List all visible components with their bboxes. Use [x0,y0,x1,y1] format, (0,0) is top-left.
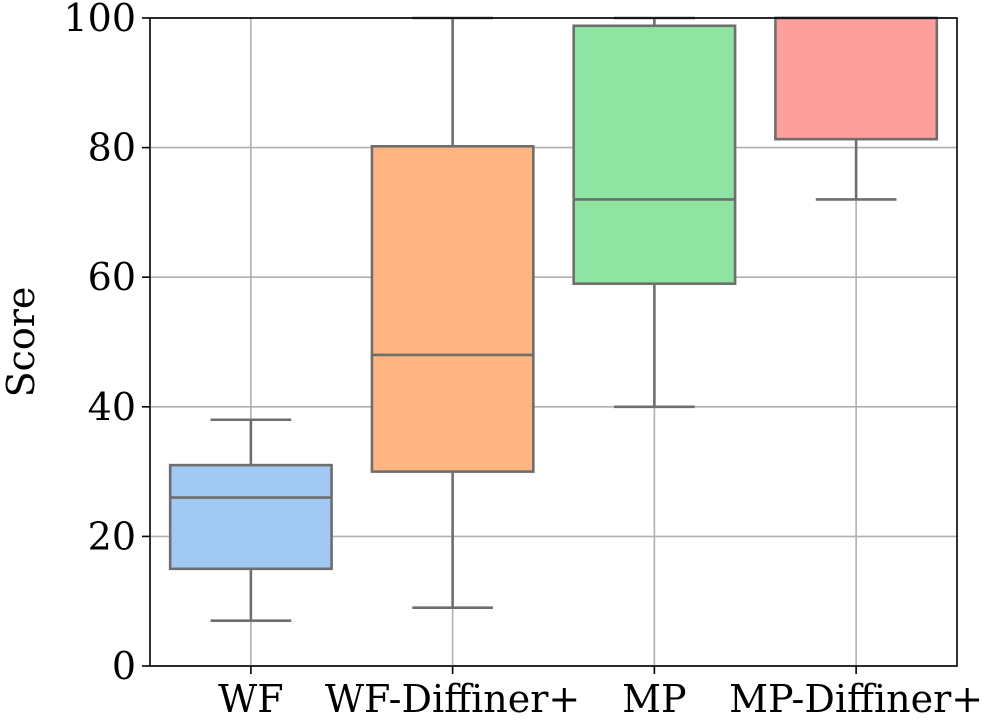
y-tick-label: 60 [88,255,136,299]
x-tick-label: WF-Diffiner+ [325,677,580,721]
y-tick-label: 80 [88,126,136,170]
box-group-wf [168,418,333,622]
x-tick-label: MP-Diffiner+ [729,677,983,721]
box-body [572,24,737,285]
y-tick-label: 40 [88,385,136,429]
box-body [774,16,939,141]
y-tick-label: 100 [63,0,136,40]
plot-frame [149,17,958,667]
y-tick-label: 20 [88,514,136,558]
box-body [370,145,535,473]
box-group-wf-diffiner- [370,16,535,609]
x-tick-label: MP [622,677,686,721]
box-plot-boxes [168,16,939,622]
y-axis-label: Score [0,287,43,398]
box-group-mp-diffiner- [774,16,939,201]
x-tick-label: WF [218,677,283,721]
tick-marks-and-labels: 0 20 40 60 80 100 WF WF-Diffiner+ MP MP-Diffiner+ [63,0,983,721]
box-group-mp [572,16,737,409]
y-tick-label: 0 [112,644,136,688]
box-body [168,463,333,571]
